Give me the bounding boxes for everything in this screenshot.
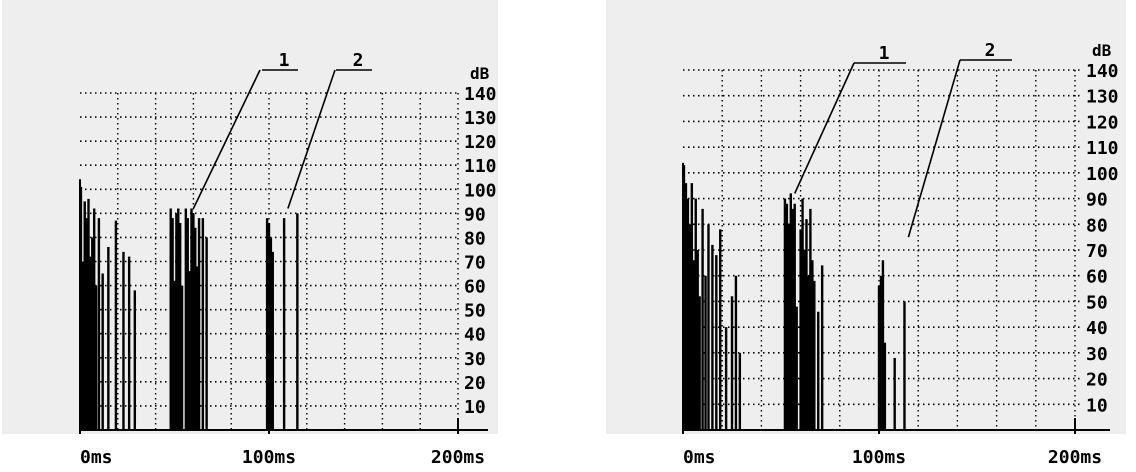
y-tick-label: 140: [464, 84, 497, 105]
y-tick-label: 10: [1086, 395, 1108, 416]
y-tick-label: 10: [464, 397, 486, 418]
y-tick-label: 80: [1086, 215, 1108, 236]
y-tick-label: 60: [1086, 267, 1108, 288]
y-tick-label: 40: [1086, 318, 1108, 339]
y-tick-label: 140: [1086, 61, 1119, 82]
x-tick-label: 200ms: [1048, 447, 1102, 468]
callout-leader-line: [192, 69, 261, 209]
callout-leader-line: [907, 59, 961, 238]
callout-label: 1: [279, 50, 290, 71]
y-tick-label: 130: [1086, 87, 1119, 108]
y-tick-label: 50: [464, 301, 486, 322]
x-tick-label: 0ms: [683, 447, 716, 468]
callout-leader-line: [793, 62, 855, 194]
y-tick-label: 30: [464, 349, 486, 370]
callout-leader-line: [287, 69, 336, 209]
y-tick-label: 120: [464, 132, 497, 153]
y-tick-label: 90: [464, 204, 486, 225]
y-tick-label: 20: [1086, 370, 1108, 391]
callout-label: 2: [353, 50, 364, 71]
x-tick-label: 200ms: [431, 447, 485, 468]
y-tick-label: 30: [1086, 344, 1108, 365]
y-axis-unit-label: dB: [470, 64, 490, 83]
y-tick-label: 20: [464, 373, 486, 394]
y-tick-label: 110: [464, 156, 497, 177]
x-tick-label: 100ms: [242, 447, 296, 468]
callout-label: 2: [985, 40, 996, 61]
y-tick-label: 70: [1086, 241, 1108, 262]
y-tick-label: 60: [464, 277, 486, 298]
y-tick-label: 100: [464, 180, 497, 201]
y-tick-label: 120: [1086, 112, 1119, 133]
x-tick-label: 100ms: [852, 447, 906, 468]
y-axis-unit-label: dB: [1092, 41, 1112, 60]
y-tick-label: 100: [1086, 164, 1119, 185]
chart-panel-right: 10 20 30 40 50 60 70 80 90 100 110 120 130 140 dB 0ms 10…: [606, 0, 1126, 472]
chart-panel-left: 10 20 30 40 50 60 70 80 90 100 110 120 130 140 dB 0ms 10…: [2, 0, 522, 472]
y-tick-label: 40: [464, 325, 486, 346]
y-tick-label: 90: [1086, 190, 1108, 211]
callout-label: 1: [879, 43, 890, 64]
y-tick-label: 70: [464, 253, 486, 274]
y-tick-label: 130: [464, 108, 497, 129]
y-tick-label: 80: [464, 228, 486, 249]
y-tick-label: 110: [1086, 138, 1119, 159]
x-tick-label: 0ms: [80, 447, 113, 468]
y-tick-label: 50: [1086, 292, 1108, 313]
